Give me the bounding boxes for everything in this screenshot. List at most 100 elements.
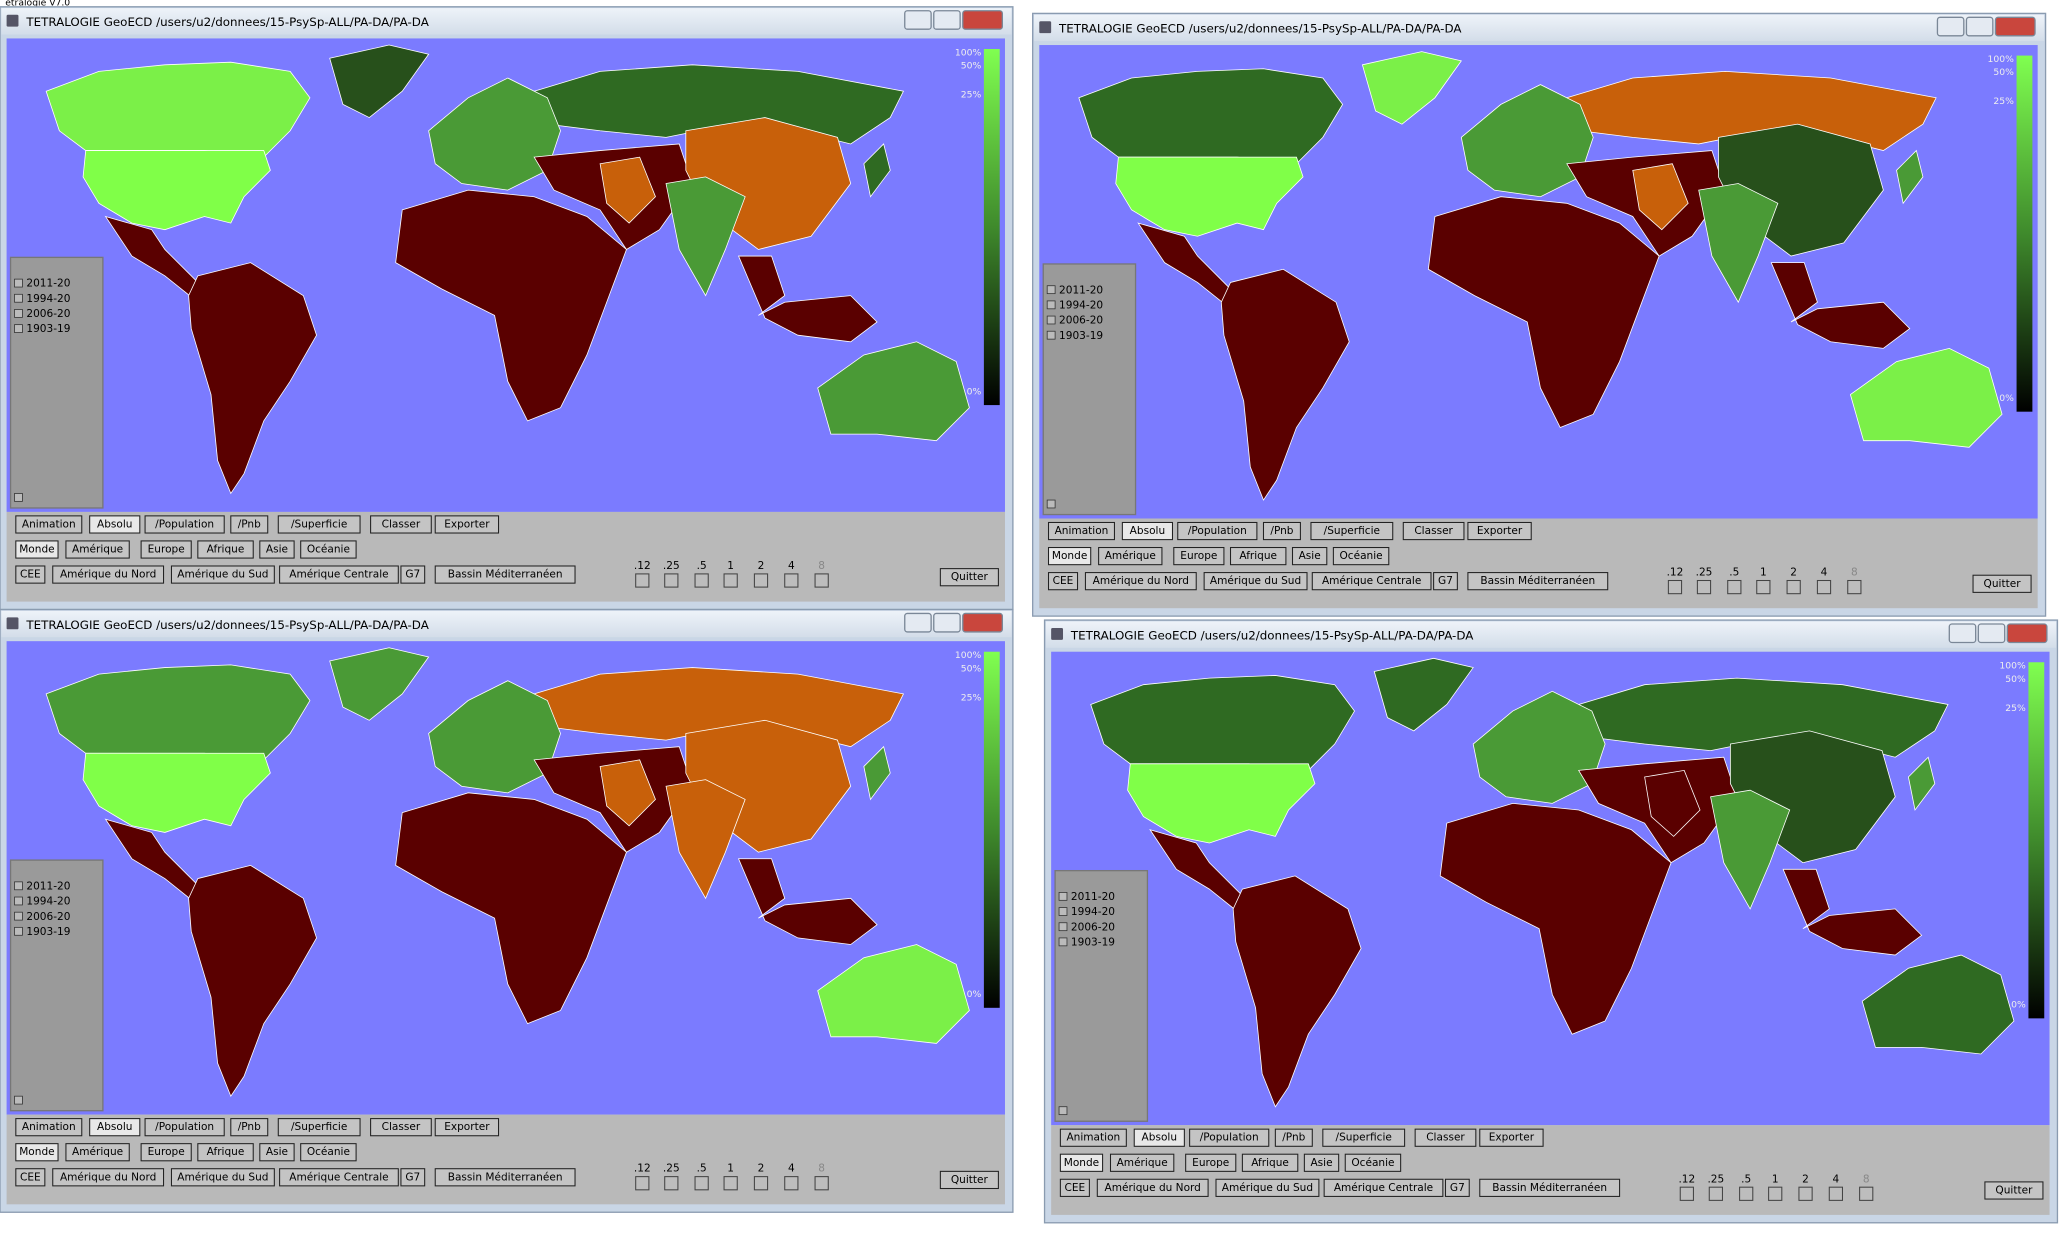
button[interactable] — [1096, 1178, 1209, 1197]
button[interactable] — [1291, 546, 1328, 566]
scale-checkbox[interactable] — [1816, 579, 1832, 595]
scale-checkbox[interactable] — [635, 573, 650, 588]
legend-checkbox[interactable] — [1058, 937, 1068, 947]
button[interactable] — [400, 1168, 426, 1187]
button[interactable] — [52, 1168, 165, 1187]
button[interactable] — [1433, 572, 1458, 591]
button[interactable] — [170, 1168, 275, 1187]
button[interactable] — [144, 515, 225, 534]
button[interactable] — [1047, 572, 1079, 591]
button[interactable] — [434, 1118, 500, 1137]
maximize-button[interactable] — [1977, 623, 2006, 644]
scale-checkbox[interactable] — [723, 1176, 738, 1191]
close-button[interactable] — [962, 612, 1004, 633]
maximize-button[interactable] — [933, 10, 961, 30]
button[interactable] — [1173, 546, 1225, 566]
button[interactable] — [1177, 521, 1258, 541]
button[interactable] — [1311, 572, 1432, 591]
legend-checkbox[interactable] — [1046, 315, 1056, 325]
button[interactable] — [15, 540, 59, 559]
button[interactable] — [170, 565, 275, 584]
quit-button[interactable] — [939, 568, 999, 587]
button[interactable] — [279, 1168, 399, 1187]
button[interactable] — [15, 1168, 46, 1187]
button[interactable] — [1098, 546, 1163, 566]
button[interactable] — [1185, 1153, 1237, 1172]
scale-checkbox[interactable] — [784, 1176, 799, 1191]
button[interactable] — [1310, 521, 1394, 541]
button[interactable] — [1402, 521, 1465, 541]
button[interactable] — [1215, 1178, 1320, 1197]
scale-checkbox[interactable] — [723, 573, 738, 588]
legend-checkbox[interactable] — [14, 911, 23, 921]
button[interactable] — [370, 515, 432, 534]
button[interactable] — [370, 1118, 432, 1137]
minimize-button[interactable] — [1948, 623, 1977, 644]
quit-button[interactable] — [1984, 1181, 2044, 1200]
legend-checkbox[interactable] — [1058, 1106, 1068, 1116]
scale-checkbox[interactable] — [664, 573, 679, 588]
scale-checkbox[interactable] — [1828, 1186, 1843, 1201]
scale-checkbox[interactable] — [1679, 1186, 1694, 1201]
button[interactable] — [89, 515, 141, 534]
button[interactable] — [15, 515, 83, 534]
legend-checkbox[interactable] — [1046, 300, 1056, 310]
button[interactable] — [140, 540, 192, 559]
button[interactable] — [1203, 572, 1308, 591]
button[interactable] — [1303, 1153, 1340, 1172]
button[interactable] — [300, 1143, 357, 1162]
button[interactable] — [15, 1118, 83, 1137]
button[interactable] — [52, 565, 165, 584]
button[interactable] — [1121, 521, 1174, 541]
button[interactable] — [1479, 1178, 1621, 1197]
scale-checkbox[interactable] — [753, 573, 769, 588]
scale-checkbox[interactable] — [1739, 1186, 1754, 1201]
legend-checkbox[interactable] — [14, 324, 23, 333]
button[interactable] — [1109, 1153, 1175, 1172]
scale-checkbox[interactable] — [1768, 1186, 1783, 1201]
scale-checkbox[interactable] — [753, 1176, 769, 1191]
legend-checkbox[interactable] — [14, 881, 23, 891]
button[interactable] — [1059, 1178, 1090, 1197]
button[interactable] — [197, 1143, 254, 1162]
button[interactable] — [197, 540, 254, 559]
button[interactable] — [89, 1118, 141, 1137]
scale-checkbox[interactable] — [814, 573, 829, 588]
minimize-button[interactable] — [904, 10, 932, 30]
legend-checkbox[interactable] — [14, 926, 23, 936]
maximize-button[interactable] — [1965, 16, 1994, 37]
button[interactable] — [434, 1168, 576, 1187]
close-button[interactable] — [2006, 623, 2048, 644]
legend-checkbox[interactable] — [1046, 499, 1056, 509]
button[interactable] — [400, 565, 426, 584]
quit-button[interactable] — [1972, 574, 2032, 593]
legend-checkbox[interactable] — [14, 309, 23, 318]
legend-checkbox[interactable] — [1058, 907, 1068, 916]
button[interactable] — [259, 540, 295, 559]
button[interactable] — [1414, 1128, 1477, 1147]
button[interactable] — [1084, 572, 1197, 591]
button[interactable] — [1262, 521, 1301, 541]
button[interactable] — [434, 565, 576, 584]
maximize-button[interactable] — [933, 612, 961, 633]
button[interactable] — [1133, 1128, 1185, 1147]
scale-checkbox[interactable] — [1696, 579, 1712, 595]
button[interactable] — [1059, 1128, 1127, 1147]
scale-checkbox[interactable] — [1786, 579, 1801, 595]
button[interactable] — [15, 565, 46, 584]
button[interactable] — [1467, 572, 1609, 591]
minimize-button[interactable] — [1936, 16, 1965, 37]
button[interactable] — [1467, 521, 1532, 541]
scale-checkbox[interactable] — [814, 1176, 829, 1191]
legend-checkbox[interactable] — [1046, 285, 1056, 295]
button[interactable] — [1047, 546, 1092, 566]
scale-checkbox[interactable] — [664, 1176, 679, 1191]
close-button[interactable] — [1994, 16, 2036, 37]
button[interactable] — [434, 515, 500, 534]
button[interactable] — [230, 515, 269, 534]
button[interactable] — [277, 1118, 361, 1137]
scale-checkbox[interactable] — [784, 573, 799, 588]
button[interactable] — [1322, 1128, 1406, 1147]
legend-checkbox[interactable] — [1046, 330, 1056, 340]
legend-checkbox[interactable] — [14, 293, 23, 303]
